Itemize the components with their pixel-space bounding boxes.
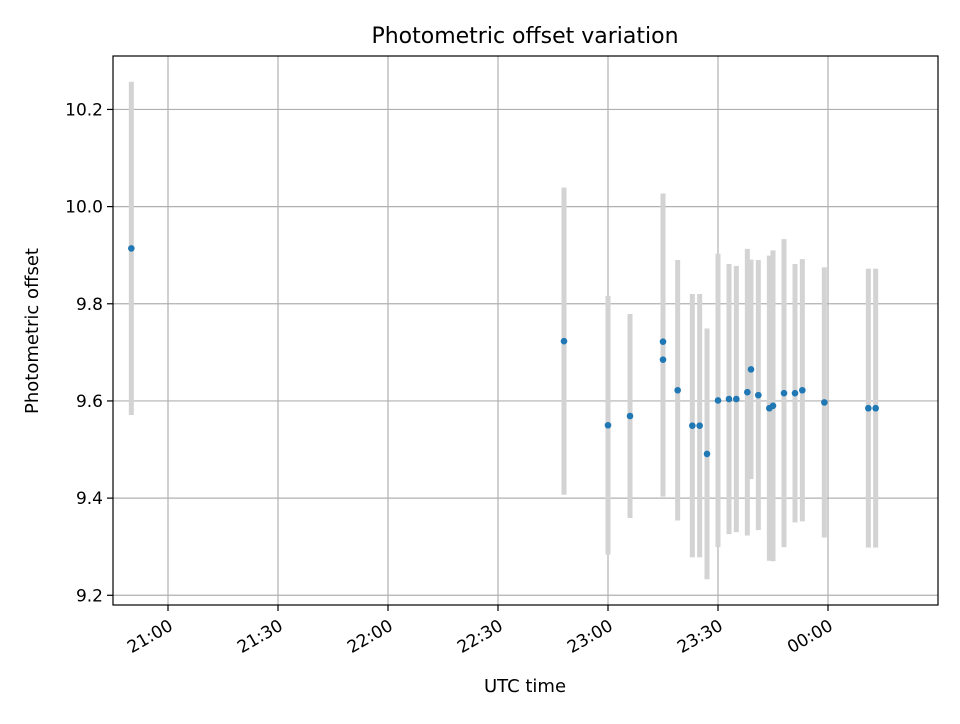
x-axis-label: UTC time xyxy=(484,676,566,697)
data-point xyxy=(714,397,722,404)
data-point xyxy=(769,402,777,410)
y-tick-label: 10.0 xyxy=(65,198,103,218)
data-point xyxy=(821,399,828,406)
data-point xyxy=(733,395,740,403)
data-point xyxy=(128,245,135,252)
y-tick-layer: 9.2 9.4 9.6 9.8 10.0 10.2 xyxy=(65,100,113,606)
data-point xyxy=(626,412,634,420)
y-tick-label: 9.6 xyxy=(76,392,103,412)
data-point xyxy=(560,337,568,345)
data-point xyxy=(791,389,799,397)
point-layer xyxy=(128,245,879,458)
chart-title: Photometric offset variation xyxy=(371,24,678,49)
data-point xyxy=(755,391,762,399)
data-point xyxy=(689,422,696,430)
plot-frame xyxy=(112,55,939,606)
data-point xyxy=(604,421,612,429)
y-tick-label: 10.2 xyxy=(65,100,103,120)
data-point xyxy=(703,450,711,458)
data-point xyxy=(674,386,681,394)
data-point xyxy=(659,338,667,345)
data-point xyxy=(799,386,806,394)
data-point xyxy=(780,389,788,397)
data-point xyxy=(744,388,751,396)
y-tick-label: 9.2 xyxy=(76,586,103,606)
y-tick-label: 9.4 xyxy=(76,489,103,509)
data-point xyxy=(696,422,703,430)
y-tick-label: 9.8 xyxy=(76,295,103,315)
data-point xyxy=(725,395,733,403)
data-point xyxy=(872,404,879,412)
data-point xyxy=(659,356,667,363)
data-point xyxy=(865,404,872,412)
y-axis-label: Photometric offset xyxy=(22,248,43,414)
data-point xyxy=(747,366,755,373)
